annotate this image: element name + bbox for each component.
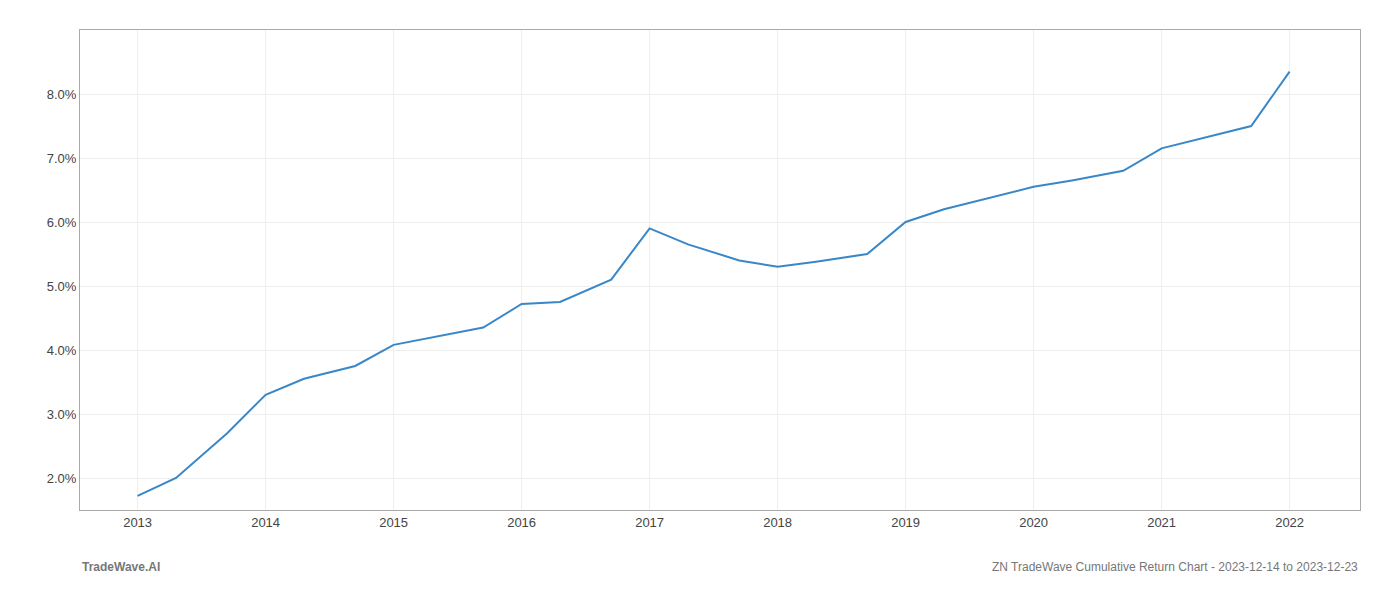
svg-text:ZN TradeWave Cumulative Return: ZN TradeWave Cumulative Return Chart - 2… bbox=[992, 560, 1358, 574]
svg-text:TradeWave.AI: TradeWave.AI bbox=[82, 560, 160, 574]
svg-text:7.0%: 7.0% bbox=[47, 151, 77, 166]
svg-text:4.0%: 4.0% bbox=[47, 343, 77, 358]
svg-text:2022: 2022 bbox=[1275, 515, 1304, 530]
svg-text:2015: 2015 bbox=[379, 515, 408, 530]
svg-text:2021: 2021 bbox=[1147, 515, 1176, 530]
svg-text:2016: 2016 bbox=[507, 515, 536, 530]
svg-text:5.0%: 5.0% bbox=[47, 279, 77, 294]
svg-text:8.0%: 8.0% bbox=[47, 87, 77, 102]
svg-text:2.0%: 2.0% bbox=[47, 471, 77, 486]
svg-text:2013: 2013 bbox=[123, 515, 152, 530]
svg-text:6.0%: 6.0% bbox=[47, 215, 77, 230]
svg-text:2020: 2020 bbox=[1019, 515, 1048, 530]
svg-text:2014: 2014 bbox=[251, 515, 280, 530]
svg-text:2017: 2017 bbox=[635, 515, 664, 530]
svg-text:3.0%: 3.0% bbox=[47, 407, 77, 422]
svg-text:2018: 2018 bbox=[763, 515, 792, 530]
svg-text:2019: 2019 bbox=[891, 515, 920, 530]
